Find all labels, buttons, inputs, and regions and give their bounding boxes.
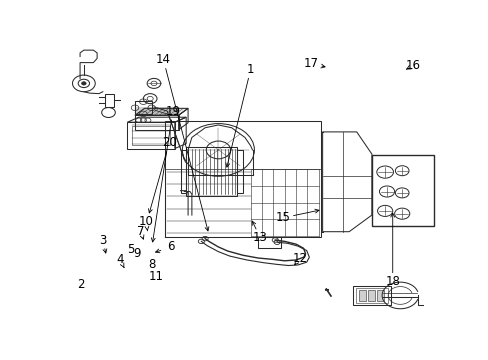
Bar — [371, 156, 433, 226]
Text: 17: 17 — [303, 58, 318, 71]
Text: 15: 15 — [275, 211, 290, 224]
Text: 8: 8 — [148, 258, 156, 271]
Bar — [358, 290, 365, 301]
Bar — [180, 150, 186, 193]
Text: 5: 5 — [127, 243, 135, 256]
Polygon shape — [135, 108, 188, 115]
Text: 20: 20 — [162, 136, 176, 149]
Circle shape — [81, 82, 86, 85]
Text: 7: 7 — [137, 225, 144, 238]
Text: 10: 10 — [139, 216, 154, 229]
Text: 12: 12 — [292, 252, 307, 265]
Text: 9: 9 — [133, 247, 141, 260]
Bar — [237, 150, 243, 193]
Text: 2: 2 — [77, 278, 84, 291]
Bar — [135, 102, 152, 114]
Text: 16: 16 — [405, 59, 420, 72]
Bar — [186, 147, 237, 195]
Bar — [376, 290, 383, 301]
Text: 1: 1 — [246, 63, 254, 76]
Text: 18: 18 — [385, 275, 399, 288]
Bar — [104, 94, 114, 107]
Text: 4: 4 — [116, 253, 123, 266]
Bar — [127, 122, 175, 149]
Bar — [132, 126, 170, 145]
Text: 14: 14 — [156, 53, 171, 66]
Text: 19: 19 — [165, 105, 180, 118]
Text: 6: 6 — [167, 240, 174, 253]
Bar — [367, 290, 374, 301]
Bar — [355, 288, 387, 303]
Text: 11: 11 — [148, 270, 163, 283]
Text: 13: 13 — [252, 231, 267, 244]
Text: 3: 3 — [99, 234, 106, 247]
Bar — [352, 286, 390, 305]
